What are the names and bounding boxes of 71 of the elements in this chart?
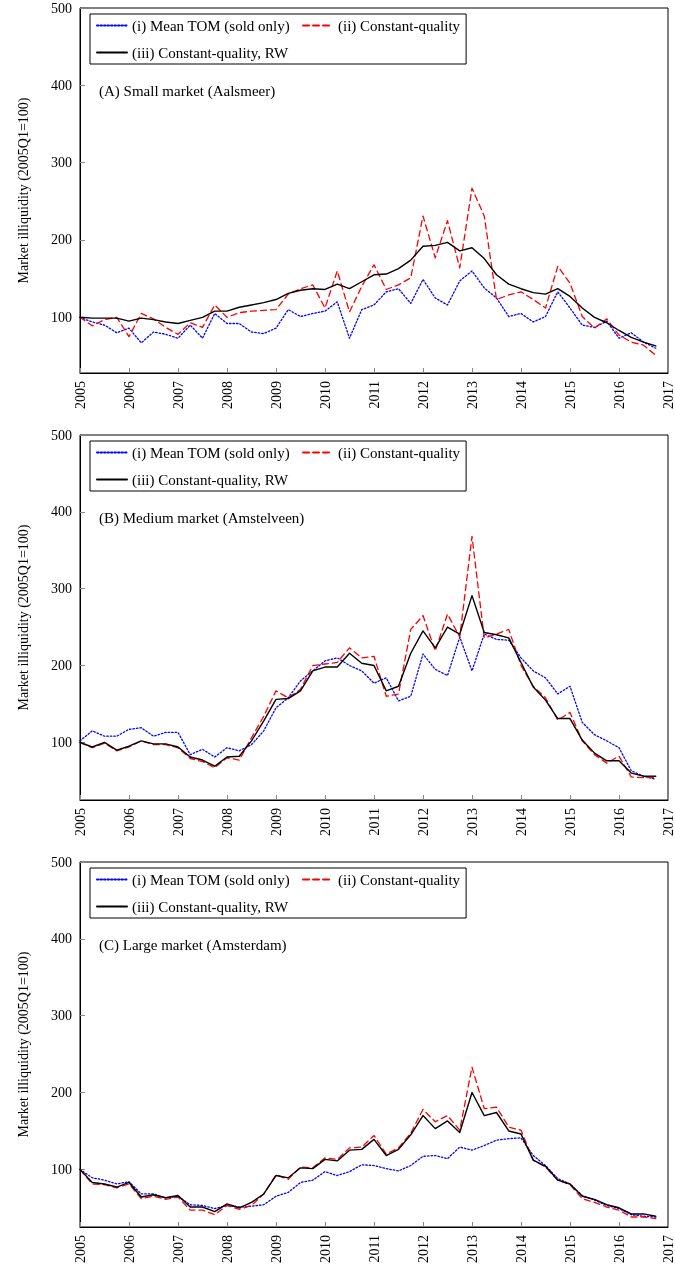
x-tick-label: 2017: [660, 808, 675, 836]
legend-label: (i) Mean TOM (sold only): [132, 871, 290, 889]
x-tick-label: 2005: [72, 1235, 88, 1263]
x-tick-label: 2013: [464, 381, 480, 409]
y-tick-label: 400: [51, 504, 72, 520]
x-tick-label: 2014: [513, 1235, 529, 1263]
legend-label: (ii) Constant-quality: [338, 871, 461, 889]
text: (A) Small market (Aalsmeer): [99, 82, 276, 100]
x-tick-label: 2006: [121, 1235, 137, 1263]
x-tick-label: 2008: [219, 1235, 235, 1263]
y-tick-label: 300: [51, 155, 72, 171]
x-tick-label: 2014: [513, 808, 529, 836]
y-tick-label: 100: [51, 309, 72, 325]
text: (C) Large market (Amsterdam): [99, 936, 287, 954]
x-tick-label: 2005: [72, 381, 88, 409]
y-axis-title: Market illiquidity (2005Q1=100): [15, 524, 32, 711]
x-tick-label: 2008: [219, 808, 235, 836]
x-tick-label: 2016: [611, 808, 627, 836]
legend-label: (i) Mean TOM (sold only): [132, 17, 290, 35]
legend-label: (i) Mean TOM (sold only): [132, 444, 290, 462]
y-tick-label: 300: [51, 1008, 72, 1024]
x-tick-label: 2011: [366, 1235, 382, 1263]
x-tick-label: 2009: [268, 1235, 284, 1263]
y-tick-label: 400: [51, 77, 72, 93]
y-tick-label: 500: [51, 427, 72, 443]
x-tick-label: 2007: [170, 381, 186, 409]
y-tick-label: 300: [51, 581, 72, 597]
legend-label: (iii) Constant-quality, RW: [132, 471, 289, 489]
line-series: [79, 187, 657, 356]
x-tick-label: 2008: [219, 381, 235, 409]
y-tick-label: 200: [51, 1085, 72, 1101]
legend-label: (ii) Constant-quality: [338, 444, 461, 462]
x-tick-label: 2014: [513, 381, 529, 409]
x-tick-label: 2009: [268, 808, 284, 836]
x-tick-label: 2015: [562, 381, 578, 409]
x-tick-label: 2007: [170, 1235, 186, 1263]
x-tick-label: 2013: [464, 1235, 480, 1263]
x-tick-label: 2016: [611, 381, 627, 409]
x-tick-label: 2012: [415, 808, 431, 836]
legend-label: (iii) Constant-quality, RW: [132, 898, 289, 916]
x-tick-label: 2013: [464, 808, 480, 836]
x-tick-label: 2005: [72, 808, 88, 836]
x-tick-label: 2011: [366, 381, 382, 409]
y-tick-label: 100: [51, 1161, 72, 1177]
y-tick-label: 200: [51, 232, 72, 248]
text: (B) Medium market (Amstelveen): [99, 509, 305, 527]
y-tick-label: 400: [51, 931, 72, 947]
legend-label: (iii) Constant-quality, RW: [132, 44, 289, 62]
x-tick-label: 2010: [317, 381, 333, 409]
y-axis-title: Market illiquidity (2005Q1=100): [15, 97, 32, 284]
x-tick-label: 2010: [317, 808, 333, 836]
y-tick-label: 200: [51, 658, 72, 674]
x-tick-label: 2015: [562, 1235, 578, 1263]
y-tick-label: 100: [51, 734, 72, 750]
legend-label: (ii) Constant-quality: [338, 17, 461, 35]
x-tick-label: 2017: [660, 1235, 675, 1263]
x-tick-label: 2012: [415, 1235, 431, 1263]
y-axis-title: Market illiquidity (2005Q1=100): [15, 951, 32, 1138]
x-tick-label: 2007: [170, 808, 186, 836]
x-tick-label: 2010: [317, 1235, 333, 1263]
x-tick-label: 2006: [121, 808, 137, 836]
x-tick-label: 2009: [268, 381, 284, 409]
y-tick-label: 500: [51, 854, 72, 870]
line-series: [79, 633, 657, 780]
x-tick-label: 2017: [660, 381, 675, 409]
x-tick-label: 2016: [611, 1235, 627, 1263]
y-tick-label: 500: [51, 0, 72, 16]
x-tick-label: 2011: [366, 808, 382, 836]
x-tick-label: 2015: [562, 808, 578, 836]
x-tick-label: 2012: [415, 381, 431, 409]
x-tick-label: 2006: [121, 381, 137, 409]
